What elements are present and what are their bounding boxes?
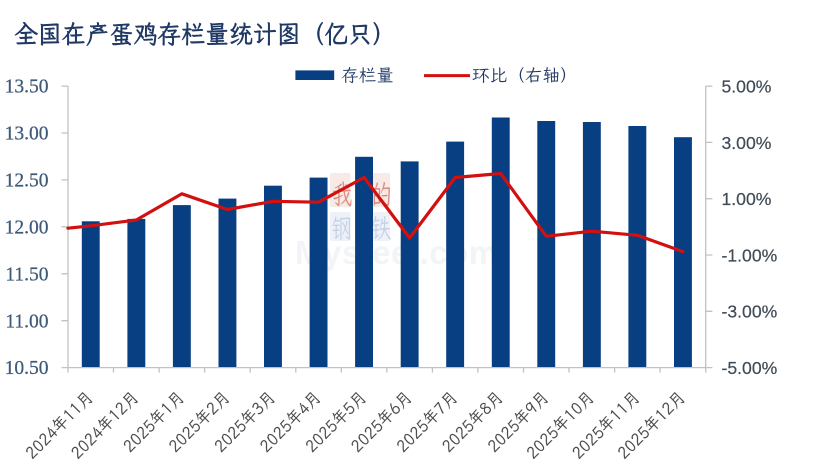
svg-text:13.50: 13.50 <box>5 77 49 98</box>
svg-text:5.00%: 5.00% <box>722 77 772 97</box>
svg-text:13.00: 13.00 <box>5 124 49 145</box>
svg-text:10.50: 10.50 <box>5 358 49 379</box>
svg-text:12.00: 12.00 <box>5 217 49 238</box>
svg-text:-3.00%: -3.00% <box>722 302 778 322</box>
svg-text:3.00%: 3.00% <box>722 133 772 153</box>
svg-text:12.50: 12.50 <box>5 171 49 192</box>
svg-text:1.00%: 1.00% <box>722 189 772 209</box>
svg-text:11.00: 11.00 <box>5 311 48 332</box>
svg-text:-5.00%: -5.00% <box>722 358 778 378</box>
svg-text:11.50: 11.50 <box>5 264 48 285</box>
svg-text:-1.00%: -1.00% <box>722 245 778 265</box>
svg-text:Mysteel.com: Mysteel.com <box>295 234 499 271</box>
